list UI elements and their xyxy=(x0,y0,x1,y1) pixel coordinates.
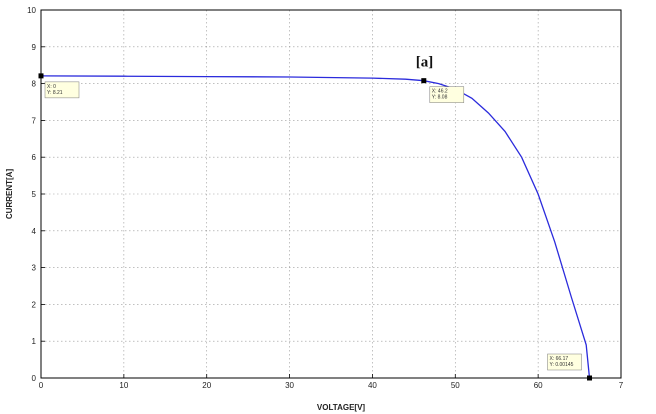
data-tips: X: 0Y: 8.21 X: 46.2Y: 8.08 X: 66.17Y: 0.00… xyxy=(38,73,593,381)
y-tick-label: 2 xyxy=(32,300,37,309)
x-tick-label: 10 xyxy=(119,381,128,390)
x-tick-label: 7 xyxy=(619,381,624,390)
x-axis-ticks: 0 10 20 30 40 50 60 7 xyxy=(39,374,624,390)
y-tick-label: 1 xyxy=(32,337,37,346)
data-tip-text: X: 46.2 xyxy=(432,89,448,95)
data-tip-marker xyxy=(421,78,427,84)
x-tick-label: 60 xyxy=(534,381,543,390)
y-tick-label: 8 xyxy=(32,80,37,89)
x-tick-label: 50 xyxy=(451,381,460,390)
data-tip-text: Y: 8.21 xyxy=(47,90,63,96)
data-tip-text: X: 66.17 xyxy=(550,356,569,362)
x-tick-label: 0 xyxy=(39,381,44,390)
panel-label: [a] xyxy=(416,55,434,71)
y-tick-label: 0 xyxy=(32,374,37,383)
data-tip: X: 46.2Y: 8.08 xyxy=(421,78,465,103)
data-tip-text: Y: 0.00145 xyxy=(550,362,574,368)
data-tip-marker xyxy=(38,73,44,79)
y-axis-label: CURRENT[A] xyxy=(5,169,14,220)
data-tip: X: 66.17Y: 0.00145 xyxy=(547,353,593,381)
y-axis-ticks: 0 1 2 3 4 5 6 7 8 9 10 xyxy=(27,6,45,383)
data-tip-text: X: 0 xyxy=(47,84,56,90)
x-tick-label: 40 xyxy=(368,381,377,390)
data-tip-text: Y: 8.08 xyxy=(432,95,448,101)
x-axis-label: VOLTAGE[V] xyxy=(317,403,365,412)
y-tick-label: 5 xyxy=(32,190,37,199)
x-tick-label: 20 xyxy=(202,381,211,390)
data-tip-marker xyxy=(587,375,593,381)
y-tick-label: 4 xyxy=(32,227,37,236)
x-tick-label: 30 xyxy=(285,381,294,390)
data-tip-box xyxy=(429,86,465,103)
y-tick-label: 3 xyxy=(32,264,37,273)
y-tick-label: 6 xyxy=(32,153,37,162)
grid xyxy=(41,10,621,378)
data-tip-box xyxy=(547,353,582,371)
y-tick-label: 9 xyxy=(32,43,37,52)
data-tip: X: 0Y: 8.21 xyxy=(38,73,80,99)
data-tip-box xyxy=(44,81,80,99)
y-tick-label: 7 xyxy=(32,116,37,125)
y-tick-label: 10 xyxy=(27,6,36,15)
